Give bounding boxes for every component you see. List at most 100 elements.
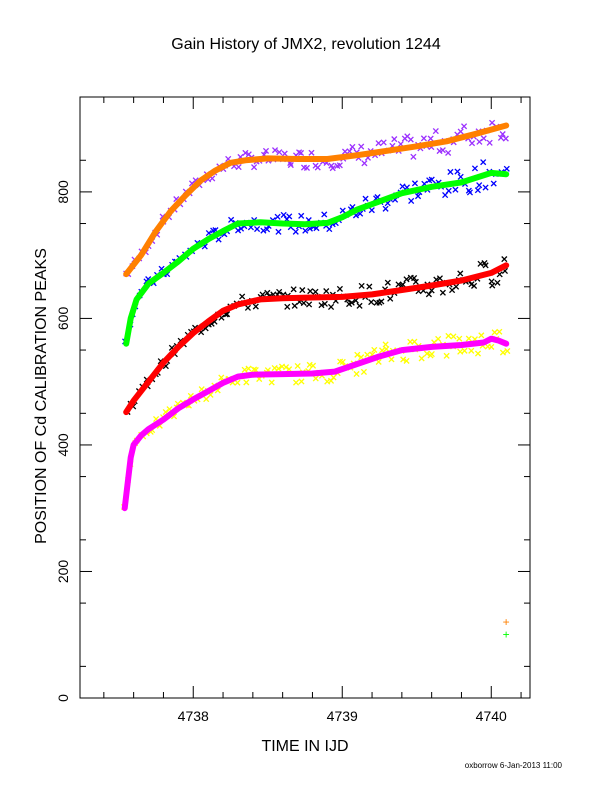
scatter-point [454,168,461,175]
scatter-point [486,139,493,146]
scatter-point [239,293,246,300]
scatter-point [474,187,481,194]
scatter-point [384,279,391,286]
x-tick-label: 4739 [327,708,358,724]
scatter-point [391,136,398,143]
scatter-point [439,147,446,154]
scatter-point [450,333,457,340]
scatter-point [306,301,313,308]
scatter-point [490,180,497,187]
scatter-point [291,302,298,309]
scatter-point [471,282,478,289]
scatter-point [354,351,361,358]
y-tick-label: 0 [55,694,71,702]
scatter-point [235,164,242,171]
footer-credit: oxborrow 6-Jan-2013 11:00 [464,761,562,770]
scatter-point [244,304,251,311]
scatter-point [327,303,335,310]
scatter-point [276,288,283,295]
scatter-point [336,162,343,169]
series-line [121,335,510,512]
scatter-point [312,375,319,382]
scatter-point [461,123,468,130]
scatter-points [121,119,511,511]
scatter-point [349,143,356,150]
scatter-point [260,227,267,234]
scatter-point [399,183,406,190]
scatter-point [251,164,258,171]
scatter-point [482,262,489,269]
scatter-point [299,287,306,294]
scatter-point [371,346,378,353]
scatter-point [425,291,432,298]
scatter-point [399,281,406,288]
scatter-point [307,288,314,295]
scatter-point [482,184,489,191]
plot-frame [79,96,531,699]
scatter-point [433,276,440,283]
chart-title: Gain History of JMX2, revolution 1244 [171,36,441,53]
scatter-point [356,302,363,309]
scatter-point [468,140,476,147]
scatter-point [353,370,360,378]
scatter-point [262,147,270,154]
scatter-point [275,365,282,372]
scatter-point [254,225,261,233]
scatter-point [420,135,427,142]
series-line [123,169,510,347]
series-line [123,262,510,416]
scatter-point [403,276,410,283]
scatter-point [243,379,250,386]
scatter-point [504,347,511,355]
scatter-point [411,274,418,282]
y-tick-label: 400 [55,433,71,457]
scatter-point [348,299,355,306]
scatter-point [339,358,346,365]
scatter-point [387,295,394,302]
scatter-point [281,150,288,157]
x-axis-label: TIME IN IJD [261,738,349,755]
scatter-point [418,355,425,362]
annotation-marker: + [503,615,510,629]
scatter-point [242,149,249,156]
scatter-point [364,351,371,358]
scatter-point [499,131,506,138]
scatter-point [496,328,503,335]
scatter-point [318,302,325,309]
scatter-point [366,283,373,290]
scatter-point [375,140,382,147]
scatter-point [414,193,422,200]
scatter-point [380,139,387,146]
scatter-point [445,332,452,339]
scatter-point [268,379,275,386]
scatter-point [457,173,464,180]
scatter-point [457,270,464,277]
scatter-point [403,357,410,364]
scatter-point [329,165,336,172]
scatter-point [294,362,301,370]
scatter-point [312,288,319,295]
scatter-point [461,347,468,354]
x-tick-label: 4740 [476,708,507,724]
scatter-point [382,341,389,348]
scatter-point [298,378,305,385]
scatter-point [250,366,258,373]
scatter-point [447,168,454,176]
scatter-point [368,207,375,214]
scatter-point [499,349,507,356]
scatter-point [491,329,498,336]
scatter-point [228,216,235,223]
scatter-point [501,256,508,263]
scatter-point [497,134,505,141]
scatter-point [382,205,389,212]
scatter-point [456,335,463,342]
y-axis-label: POSITION OF Cd CALIBRATION PEAKS [33,248,50,544]
scatter-point [476,182,483,189]
scatter-point [466,189,474,196]
scatter-point [264,289,271,296]
scatter-point [362,195,369,202]
scatter-point [292,379,300,386]
scatter-point [471,165,479,172]
scatter-point [286,213,293,220]
scatter-point [321,211,328,218]
